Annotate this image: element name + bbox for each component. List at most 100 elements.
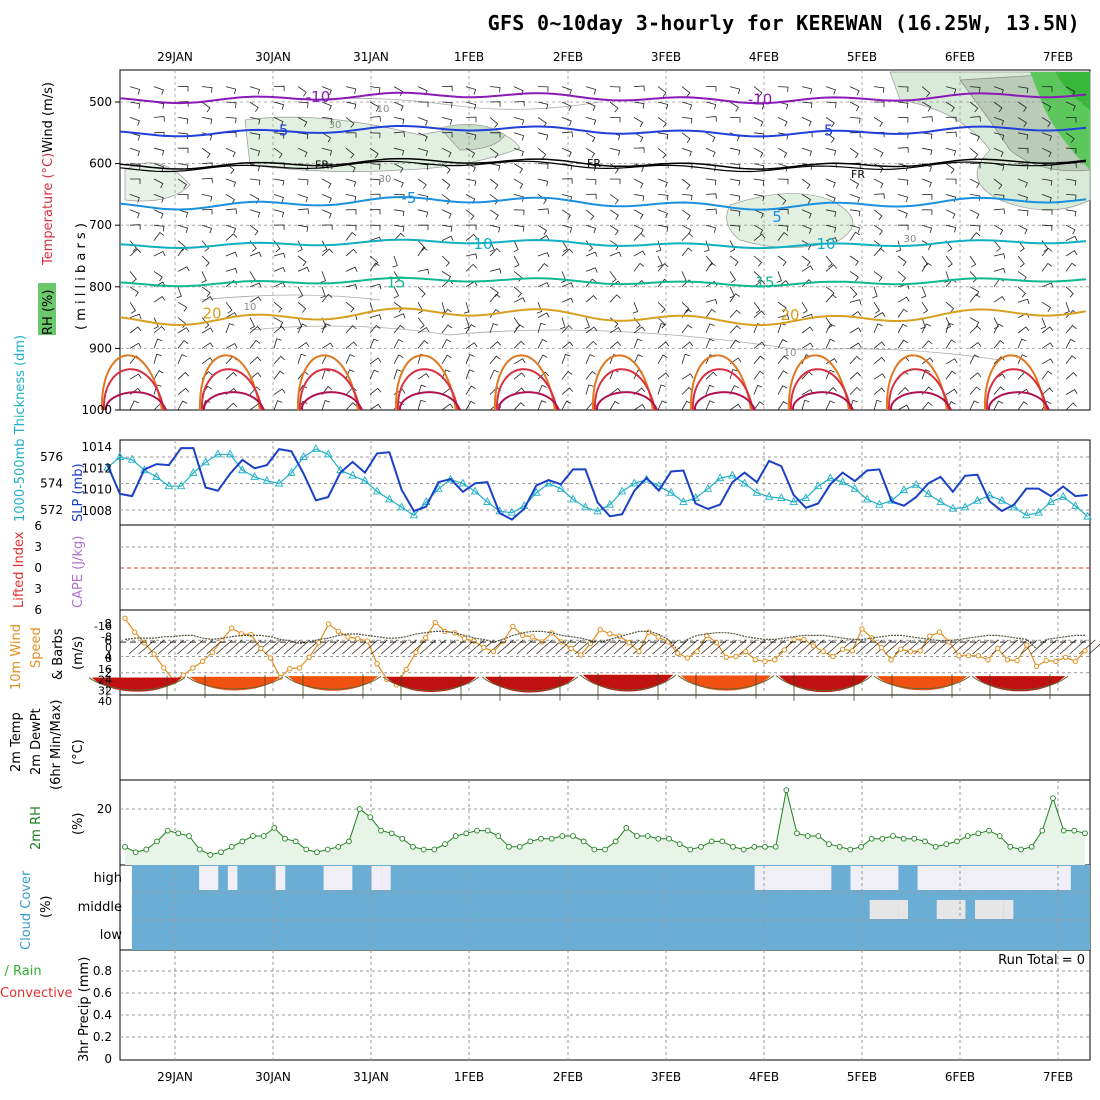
wind-barb: [657, 255, 663, 268]
wind-barb: [153, 178, 164, 189]
thickness-point: [1046, 497, 1056, 505]
wind-barb: [153, 353, 162, 364]
wind-barb: [201, 224, 213, 234]
run-total-text: Run Total = 0: [998, 953, 1085, 968]
wind-barb: [561, 117, 572, 126]
rh-point: [356, 806, 363, 812]
upper-y-tick: 1000: [81, 403, 112, 417]
rh-point: [634, 833, 640, 839]
wind-barb: [753, 341, 766, 349]
wind-barb: [465, 369, 475, 380]
wind-barb: [962, 639, 980, 655]
wind-barb: [633, 209, 644, 220]
thickness-point: [115, 452, 125, 460]
wind-barb: [609, 317, 619, 329]
wind-speed-point: [636, 648, 642, 655]
rh-point: [826, 841, 832, 847]
thickness-point: [238, 465, 247, 474]
wind-barb: [657, 400, 667, 411]
wind-barb: [177, 327, 190, 334]
slp-tick: 1014: [81, 440, 112, 454]
wind-barb: [585, 251, 598, 257]
wind-barb: [393, 117, 405, 125]
wind-barb: [632, 302, 639, 314]
wind-barb: [513, 402, 525, 411]
wind-barb: [897, 209, 908, 219]
wind-barb: [129, 117, 140, 126]
wind-barb: [849, 271, 859, 282]
upper-y-tick: 600: [89, 157, 112, 171]
date-label-top: 4FEB: [749, 50, 779, 64]
wind-barb: [201, 295, 214, 303]
wind-barb: [657, 132, 669, 140]
wind-barb: [129, 132, 141, 141]
cloud-high-clear: [371, 866, 382, 890]
wind-barb: [513, 147, 524, 157]
wind-barb: [873, 224, 883, 236]
thickness-point: [262, 475, 272, 484]
precip-tick: 0.6: [93, 986, 112, 1000]
date-label-bottom: 3FEB: [651, 1070, 681, 1084]
isotherm-label: FR: [587, 157, 601, 170]
wind-barb: [945, 116, 957, 123]
wind-barb: [393, 369, 403, 380]
wind-barb: [729, 255, 739, 267]
thickness-point: [458, 478, 468, 487]
wind-barb: [369, 163, 381, 170]
wind-barb: [297, 240, 303, 253]
wind-barb: [1040, 317, 1047, 330]
wind-barb: [345, 132, 357, 138]
temp-tick: 16: [98, 663, 112, 676]
rh-point: [975, 830, 982, 837]
wind-barb: [610, 117, 621, 123]
temp-curve: [677, 675, 775, 690]
wind-speed-point: [1082, 648, 1088, 654]
wind-barb: [777, 314, 790, 320]
cloud-high-clear: [199, 866, 219, 890]
rh-point: [708, 838, 715, 845]
wind-barb: [873, 271, 883, 282]
wind-barb: [537, 178, 549, 187]
thickness-point: [1034, 507, 1043, 516]
isotherm-10: [119, 238, 1087, 250]
wind-barb: [585, 117, 597, 126]
wind-barb: [1041, 132, 1053, 141]
wind-barb: [489, 286, 499, 297]
slp-tick: 1008: [81, 504, 112, 518]
wind-barb: [801, 255, 811, 267]
wind-barb: [729, 101, 739, 112]
thickness-point: [176, 481, 186, 490]
wind-barb: [345, 101, 357, 110]
wind-speed-point: [180, 672, 186, 678]
rh-point: [932, 843, 939, 850]
rh-point: [655, 835, 662, 842]
wind-barb: [969, 325, 981, 334]
wind-barb: [681, 324, 693, 334]
wind-barb: [777, 301, 787, 313]
wind-speed-point: [471, 638, 477, 644]
wind-speed-point: [510, 623, 516, 630]
wind-barb: [201, 177, 213, 184]
cloud-middle-clear: [869, 900, 899, 919]
wind-barb: [177, 400, 188, 411]
wind-barb: [321, 132, 332, 143]
wind-barb: [297, 286, 304, 299]
rh-point: [804, 833, 811, 839]
wind-barb: [1041, 86, 1053, 92]
wind-barb: [561, 341, 574, 349]
isotherm-35-lobe: [202, 391, 265, 411]
wind-barb: [177, 224, 189, 234]
wind-barb: [465, 233, 478, 241]
wind-barb: [561, 353, 571, 364]
wind-barb: [777, 208, 789, 215]
wind-speed-point: [839, 646, 846, 652]
wind-speed-point: [956, 653, 962, 659]
cloud-high-clear: [323, 866, 353, 890]
isotherm-label: 15: [755, 273, 774, 291]
temp-tick: 24: [98, 674, 112, 687]
isotherm-35-lobe: [398, 391, 461, 411]
thickness-point: [654, 481, 664, 490]
wind-barb: [129, 248, 141, 257]
rh-point: [602, 846, 608, 853]
wind-barb: [825, 237, 838, 243]
